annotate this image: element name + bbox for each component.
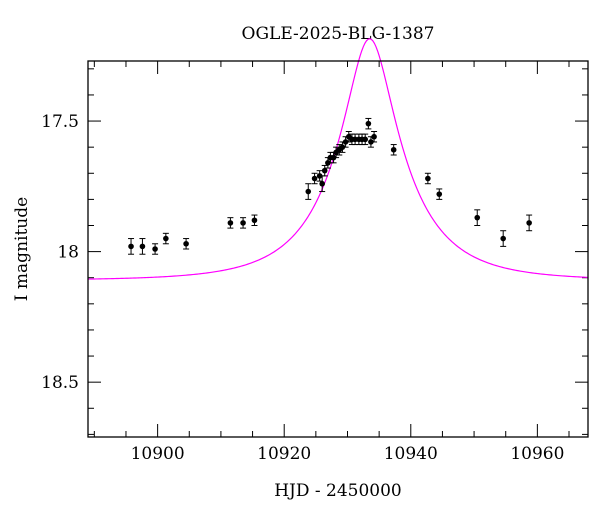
point-marker	[371, 133, 377, 140]
point-marker	[163, 235, 169, 242]
point-marker	[240, 220, 246, 226]
data-point	[371, 131, 378, 143]
point-marker	[128, 243, 134, 250]
point-marker	[365, 120, 372, 127]
model-curve	[87, 38, 589, 280]
data-point	[333, 146, 340, 159]
data-point	[436, 188, 443, 200]
data-point	[128, 238, 135, 255]
x-tick-label: 10960	[510, 444, 564, 464]
point-marker	[526, 220, 532, 226]
y-tick-label: 17.5	[41, 112, 79, 132]
data-point	[139, 238, 146, 255]
plot-frame	[87, 60, 589, 438]
data-point	[362, 133, 369, 146]
data-point	[240, 217, 247, 229]
point-marker	[362, 136, 369, 143]
point-marker	[152, 246, 158, 252]
data-point	[500, 230, 507, 247]
point-marker	[311, 175, 318, 182]
data-point	[162, 232, 169, 245]
point-marker	[436, 191, 443, 197]
x-tick-label: 10920	[257, 444, 311, 464]
point-marker	[390, 146, 397, 153]
x-axis-title: HJD - 2450000	[274, 481, 402, 501]
data-point	[526, 214, 533, 232]
chart-title: OGLE-2025-BLG-1387	[242, 24, 435, 44]
tick-labels: 10900 10920 10940 10960 17.5 18 18.5	[41, 112, 564, 464]
point-marker	[339, 144, 346, 150]
point-marker	[425, 175, 431, 182]
data-point	[345, 131, 352, 143]
point-marker	[305, 188, 312, 195]
point-marker	[342, 139, 349, 145]
model-curve-layer	[87, 38, 589, 280]
data-point	[305, 183, 312, 200]
point-marker	[321, 167, 328, 174]
axis-ticks	[88, 61, 588, 437]
data-points-layer	[128, 117, 533, 255]
point-marker	[183, 240, 189, 247]
data-point	[227, 217, 234, 229]
point-marker	[227, 220, 234, 226]
y-tick-label: 18.5	[41, 373, 79, 393]
y-axis-title: I magnitude	[12, 197, 32, 301]
point-marker	[474, 214, 481, 221]
point-marker	[139, 243, 146, 250]
x-tick-label: 10940	[384, 444, 438, 464]
data-point	[152, 243, 159, 255]
data-point	[251, 214, 258, 226]
data-point	[321, 164, 328, 177]
point-marker	[368, 139, 374, 145]
x-tick-label: 10900	[131, 444, 185, 464]
point-marker	[500, 235, 506, 242]
data-point	[424, 172, 431, 185]
data-point	[365, 117, 372, 130]
data-point	[390, 144, 397, 156]
data-point	[474, 209, 481, 226]
point-marker	[251, 217, 258, 224]
data-point	[342, 136, 349, 148]
point-marker	[319, 180, 325, 187]
data-point	[183, 238, 190, 250]
y-tick-label: 18	[57, 243, 79, 263]
data-point	[311, 172, 318, 185]
